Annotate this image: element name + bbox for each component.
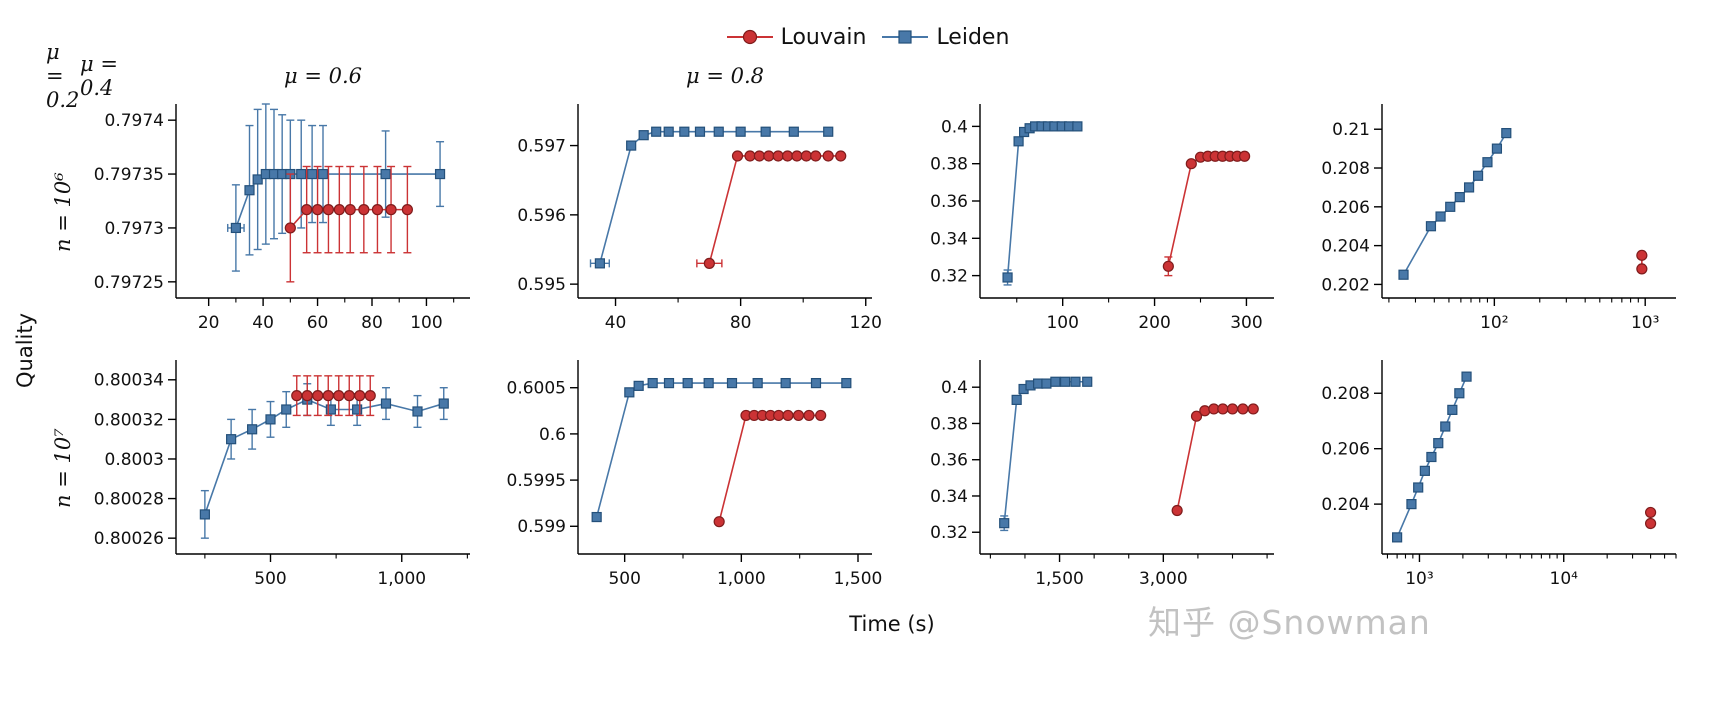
subplot-mu0-8-n1e6: 0.202 0.204 0.206 0.208 0.21 10² 10³ xyxy=(1321,104,1676,333)
svg-text:0.8003: 0.8003 xyxy=(105,450,164,470)
svg-text:1,000: 1,000 xyxy=(377,569,426,589)
svg-text:100: 100 xyxy=(410,313,442,333)
svg-text:0.38: 0.38 xyxy=(930,414,968,434)
svg-text:500: 500 xyxy=(254,569,286,589)
svg-text:0.202: 0.202 xyxy=(1321,275,1370,295)
svg-text:0.5995: 0.5995 xyxy=(507,471,566,491)
col-title-mu-0-8: μ = 0.8 xyxy=(686,64,764,88)
svg-text:0.206: 0.206 xyxy=(1321,440,1370,460)
svg-text:0.597: 0.597 xyxy=(517,137,566,157)
svg-text:1,500: 1,500 xyxy=(1035,569,1084,589)
svg-text:3,000: 3,000 xyxy=(1139,569,1188,589)
col-title-mu-0-6: μ = 0.6 xyxy=(284,64,362,88)
subplot-mu0-4-n1e7: 0.599 0.5995 0.6 0.6005 500 1,000 1,500 xyxy=(507,360,883,589)
legend-label-leiden: Leiden xyxy=(936,24,1010,50)
legend-item-louvain: Louvain xyxy=(725,24,867,50)
svg-text:100: 100 xyxy=(1046,313,1078,333)
svg-text:20: 20 xyxy=(198,313,220,333)
svg-text:120: 120 xyxy=(850,313,882,333)
svg-text:0.32: 0.32 xyxy=(930,523,968,543)
subplot-mu0-8-n1e7: 0.204 0.206 0.208 10³ 10⁴ xyxy=(1321,360,1677,589)
spacer xyxy=(888,58,1290,94)
svg-text:0.7974: 0.7974 xyxy=(105,111,164,131)
row-label-n1e6: n = 10⁶ xyxy=(51,172,75,252)
svg-text:0.206: 0.206 xyxy=(1321,198,1370,218)
subplot-mu0-2-n1e7: 0.80026 0.80028 0.8003 0.80032 0.80034 500 1,0… xyxy=(94,360,470,589)
svg-text:0.208: 0.208 xyxy=(1321,384,1370,404)
spacer xyxy=(1290,58,1692,94)
svg-text:10²: 10² xyxy=(1480,313,1508,333)
svg-text:40: 40 xyxy=(605,313,627,333)
legend-item-leiden: Leiden xyxy=(880,25,1009,50)
y-axis-label: Quality xyxy=(13,312,37,388)
svg-text:0.79725: 0.79725 xyxy=(94,273,164,293)
row-label-n1e7: n = 10⁷ xyxy=(51,428,75,508)
svg-text:40: 40 xyxy=(252,313,274,333)
leiden-marker-icon xyxy=(882,30,929,44)
svg-text:1,500: 1,500 xyxy=(834,569,883,589)
svg-text:0.204: 0.204 xyxy=(1321,237,1370,257)
svg-text:0.4: 0.4 xyxy=(941,117,968,137)
svg-text:10⁴: 10⁴ xyxy=(1550,569,1579,589)
subplot-mu0-6-n1e7: 0.32 0.34 0.36 0.38 0.4 1,500 3,000 xyxy=(930,360,1274,589)
svg-text:0.80026: 0.80026 xyxy=(94,529,164,549)
subplot-mu0-4-n1e6: 0.595 0.596 0.597 40 80 120 xyxy=(517,104,882,333)
col-title-mu-0-4: μ = 0.4 xyxy=(80,52,118,100)
svg-text:10³: 10³ xyxy=(1405,569,1433,589)
svg-text:0.80028: 0.80028 xyxy=(94,490,164,510)
svg-text:0.32: 0.32 xyxy=(930,267,968,287)
subplot-mu0-2-n1e6: 0.79725 0.7973 0.79735 0.7974 20 40 60 80 100 xyxy=(94,103,470,333)
svg-text:0.6005: 0.6005 xyxy=(507,379,566,399)
svg-text:0.21: 0.21 xyxy=(1332,120,1370,140)
svg-text:200: 200 xyxy=(1138,313,1170,333)
svg-text:0.38: 0.38 xyxy=(930,155,968,175)
svg-text:300: 300 xyxy=(1230,313,1262,333)
svg-text:0.80034: 0.80034 xyxy=(94,371,164,391)
x-axis-label: Time (s) xyxy=(849,612,935,636)
plot-grid: μ = 0.2 μ = 0.4 μ = 0.6 μ = 0.8 Quality … xyxy=(8,40,1734,606)
svg-text:80: 80 xyxy=(730,313,752,333)
legend-label-louvain: Louvain xyxy=(780,24,867,50)
svg-text:0.36: 0.36 xyxy=(930,451,968,471)
svg-text:0.596: 0.596 xyxy=(517,206,566,226)
svg-text:0.36: 0.36 xyxy=(930,192,968,212)
svg-text:0.4: 0.4 xyxy=(941,378,968,398)
svg-text:0.599: 0.599 xyxy=(517,517,566,537)
svg-text:10³: 10³ xyxy=(1631,313,1659,333)
subplot-mu0-6-n1e6: 0.32 0.34 0.36 0.38 0.4 100 200 300 xyxy=(930,104,1274,333)
svg-text:0.208: 0.208 xyxy=(1321,159,1370,179)
svg-text:0.79735: 0.79735 xyxy=(94,165,164,185)
svg-text:0.80032: 0.80032 xyxy=(94,410,164,430)
svg-text:0.34: 0.34 xyxy=(930,487,968,507)
legend: Louvain Leiden xyxy=(0,16,1734,58)
svg-text:0.6: 0.6 xyxy=(539,425,566,445)
svg-text:500: 500 xyxy=(608,569,640,589)
svg-text:0.7973: 0.7973 xyxy=(105,219,164,239)
svg-text:0.34: 0.34 xyxy=(930,229,968,249)
svg-text:80: 80 xyxy=(361,313,383,333)
svg-text:1,000: 1,000 xyxy=(717,569,766,589)
svg-text:0.595: 0.595 xyxy=(517,275,566,295)
louvain-marker-icon xyxy=(726,29,773,45)
svg-text:0.204: 0.204 xyxy=(1321,495,1370,515)
watermark: 知乎 @Snowman xyxy=(1148,603,1431,642)
svg-text:60: 60 xyxy=(307,313,329,333)
